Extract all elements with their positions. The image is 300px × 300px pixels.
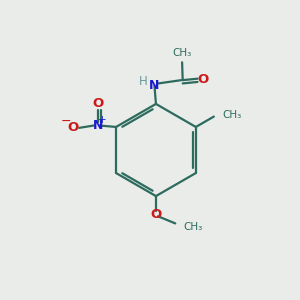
Text: O: O <box>92 97 103 110</box>
Text: N: N <box>92 119 103 132</box>
Text: N: N <box>149 79 160 92</box>
Text: CH₃: CH₃ <box>222 110 242 120</box>
Text: O: O <box>67 121 78 134</box>
Text: O: O <box>150 208 161 221</box>
Text: O: O <box>198 73 209 86</box>
Text: H: H <box>139 74 148 88</box>
Text: CH₃: CH₃ <box>184 222 203 232</box>
Text: +: + <box>98 116 107 125</box>
Text: CH₃: CH₃ <box>172 47 192 58</box>
Text: −: − <box>61 115 71 128</box>
